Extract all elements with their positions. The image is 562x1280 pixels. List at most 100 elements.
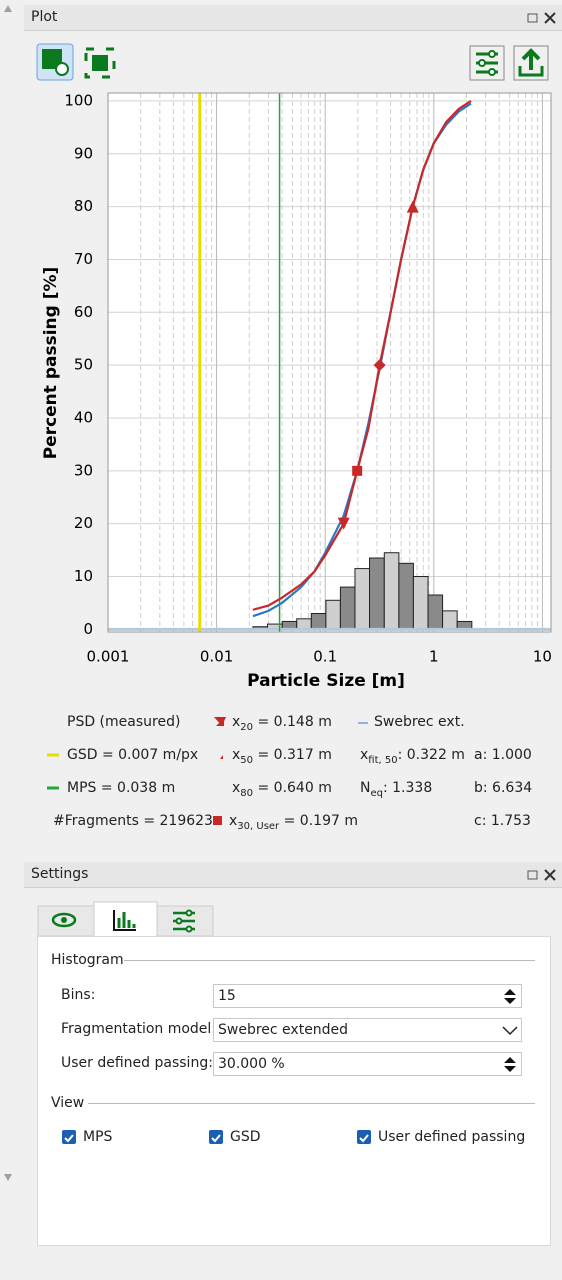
field-label: Fragmentation model: — [61, 1021, 217, 1037]
stat-x80: x80 = 0.640 m — [232, 780, 332, 799]
settings-content — [37, 936, 551, 1246]
y-tick-label: 70 — [74, 250, 93, 268]
settings-button[interactable] — [469, 45, 505, 81]
field-label: Bins: — [61, 987, 96, 1003]
y-tick-label: 40 — [74, 408, 93, 426]
stat-b: b: 6.634 — [474, 780, 533, 796]
curve — [252, 100, 472, 611]
panel-title: Plot — [31, 9, 58, 25]
group-rule — [124, 960, 535, 961]
view-tab[interactable] — [37, 905, 95, 937]
histogram-bar — [442, 610, 458, 630]
stat-x30: x30, User = 0.197 m — [229, 813, 358, 832]
x-tick-label: 0.1 — [313, 648, 337, 666]
field-value: Swebrec extended — [218, 1022, 349, 1038]
y-tick-label: 0 — [83, 620, 93, 638]
panel-title: Settings — [31, 866, 89, 882]
settings-header: Settings — [24, 862, 562, 888]
marker — [373, 359, 386, 372]
check-mark — [64, 1134, 74, 1143]
histogram-bar — [325, 599, 341, 630]
stat-mps: MPS = 0.038 m — [67, 780, 176, 796]
checkbox[interactable] — [209, 1130, 223, 1144]
histogram-bar — [398, 562, 414, 630]
marker — [337, 517, 350, 530]
stat-lines — [47, 753, 59, 790]
checkbox-label: GSD — [230, 1129, 261, 1145]
y-tick-label: 30 — [74, 461, 93, 479]
spin-buttons[interactable] — [501, 986, 519, 1006]
close-button[interactable] — [544, 12, 556, 24]
plot-frame — [107, 92, 552, 633]
x-tick-label: 0.01 — [200, 648, 233, 666]
histogram-bar — [339, 586, 356, 630]
toolbar — [36, 43, 549, 81]
histogram-bar — [354, 568, 371, 630]
stat-x50: x50 = 0.317 m — [232, 747, 332, 766]
stat-x20: x20 = 0.148 m — [232, 714, 332, 733]
x-axis-title: Particle Size [m] — [247, 671, 405, 691]
settings-tab[interactable] — [156, 905, 214, 937]
scroll-up[interactable] — [4, 5, 12, 12]
marker — [406, 200, 419, 213]
fit-button[interactable] — [84, 47, 116, 79]
y-axis-title: Percent passing [%] — [41, 267, 61, 460]
plot-area — [108, 93, 551, 632]
stat-fragments: #Fragments = 219623 — [53, 813, 213, 829]
plot-header: Plot — [24, 5, 562, 31]
group-title: Histogram — [51, 952, 124, 968]
histogram-bar — [310, 613, 327, 630]
checkbox-label: MPS — [83, 1129, 113, 1145]
spin-input[interactable]: 30.000 % — [213, 1052, 522, 1076]
group-title: View — [51, 1095, 85, 1111]
histogram-tab[interactable] — [93, 901, 158, 938]
legend-line — [358, 722, 368, 724]
stat-neq: Neq: 1.338 — [360, 780, 433, 799]
spin-input[interactable]: 15 — [213, 984, 522, 1008]
checkbox[interactable] — [62, 1130, 76, 1144]
x-tick-label: 10 — [533, 648, 552, 666]
y-tick-label: 100 — [64, 91, 93, 109]
histogram-bar — [369, 557, 385, 630]
tabs — [37, 901, 214, 938]
check-mark — [211, 1134, 221, 1143]
legend-swebrec: Swebrec ext. — [374, 714, 465, 730]
y-tick-label: 80 — [74, 197, 93, 215]
stat-markers — [213, 717, 226, 825]
stat-xfit: xfit, 50: 0.322 m — [360, 747, 465, 766]
float-button[interactable] — [527, 870, 538, 880]
export-button[interactable] — [513, 45, 549, 81]
panel-buttons[interactable] — [526, 10, 558, 26]
dropdown-input[interactable]: Swebrec extended — [213, 1018, 522, 1042]
chart: Particle Size [m] Percent passing [%] 0 1… — [41, 91, 552, 691]
close-button[interactable] — [544, 869, 556, 881]
y-tick-label: 60 — [74, 303, 93, 321]
y-tick-label: 50 — [74, 356, 93, 374]
x-tick-label: 1 — [429, 648, 439, 666]
histogram-bar — [427, 594, 444, 630]
histogram-bar — [383, 552, 400, 630]
scroll-down[interactable] — [4, 1174, 12, 1181]
stat-gsd: GSD = 0.007 m/px — [67, 747, 199, 763]
group-rule — [88, 1103, 535, 1104]
float-button[interactable] — [527, 13, 538, 23]
panel-buttons[interactable] — [526, 867, 558, 883]
stat-a: a: 1.000 — [474, 747, 532, 763]
stat-c: c: 1.753 — [474, 813, 531, 829]
checkbox[interactable] — [357, 1130, 371, 1144]
y-tick-label: 10 — [74, 567, 93, 585]
field-label: User defined passing: — [61, 1055, 213, 1071]
checkbox-label: User defined passing — [378, 1129, 526, 1145]
histogram-bar — [412, 576, 429, 630]
y-tick-label: 20 — [74, 514, 93, 532]
zoom-button[interactable] — [36, 43, 74, 81]
field-value: 30.000 % — [218, 1056, 285, 1072]
field-value: 15 — [218, 988, 236, 1004]
histogram-bar — [296, 618, 312, 630]
spin-buttons[interactable] — [501, 1054, 519, 1074]
dropdown-arrow[interactable] — [501, 1020, 519, 1040]
legend-measured: PSD (measured) — [67, 714, 181, 730]
check-mark — [359, 1134, 369, 1143]
scrollbar[interactable] — [0, 0, 20, 1280]
